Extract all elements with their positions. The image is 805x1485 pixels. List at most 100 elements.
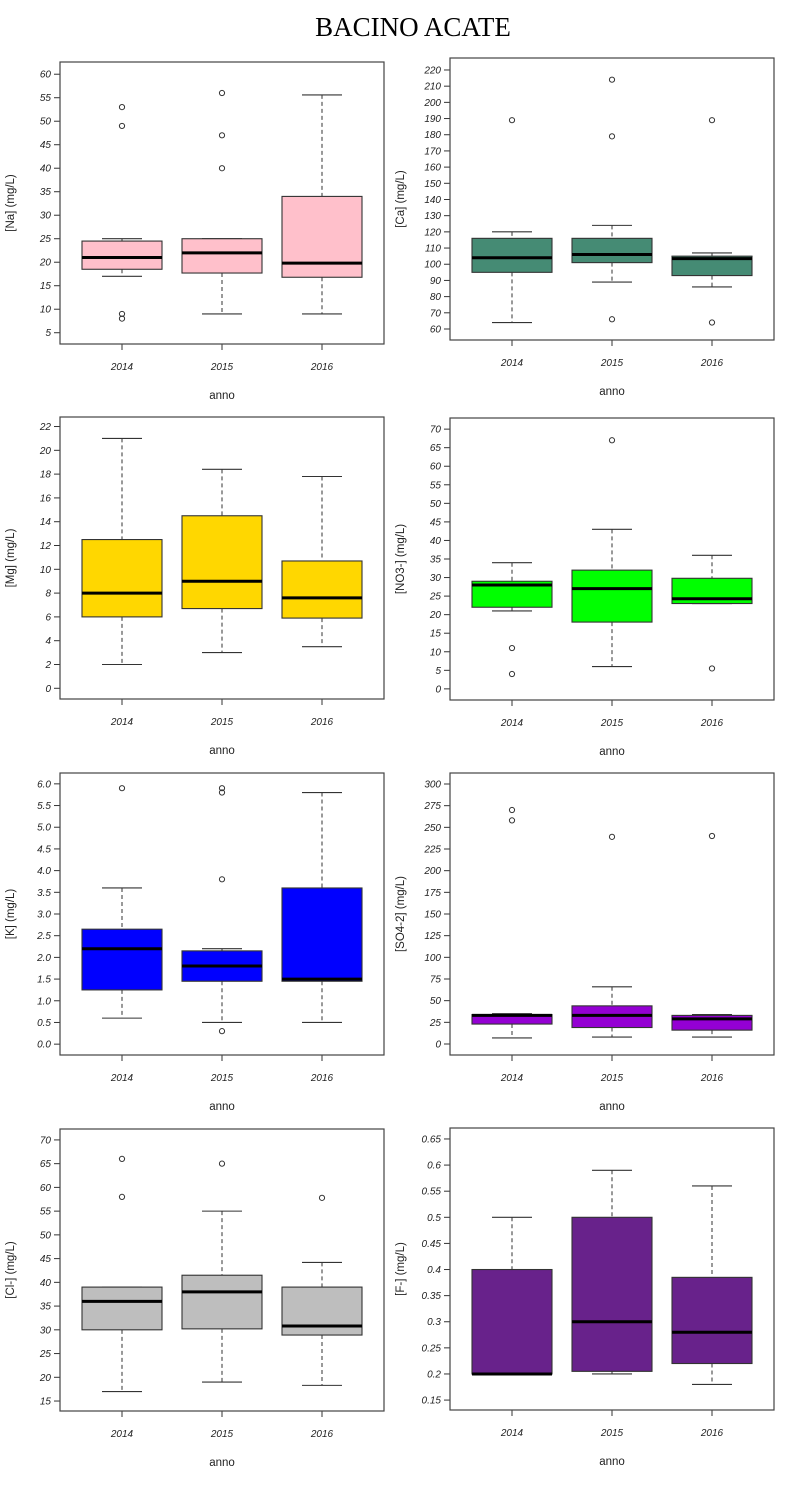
y-tick-label: 65 xyxy=(430,443,442,454)
y-tick-label: 5.0 xyxy=(37,823,51,834)
y-tick-label: 15 xyxy=(430,629,442,640)
x-tick-label: 2015 xyxy=(600,718,624,729)
box-cl-2014 xyxy=(81,1155,163,1393)
x-tick-label: 2015 xyxy=(210,1073,234,1084)
outlier-point xyxy=(218,132,226,139)
x-tick-label: 2014 xyxy=(110,717,134,728)
x-tick-label: 2016 xyxy=(310,1073,334,1084)
y-tick-label: 5 xyxy=(435,666,441,677)
y-tick-label: 70 xyxy=(430,425,442,436)
y-tick-label: 150 xyxy=(424,910,441,921)
x-tick-label: 2015 xyxy=(210,362,234,373)
outlier-point xyxy=(118,104,126,111)
outlier-point xyxy=(218,785,226,792)
y-tick-label: 14 xyxy=(40,517,52,528)
outlier-point xyxy=(118,310,126,318)
x-tick-label: 2015 xyxy=(210,717,234,728)
x-axis-title: anno xyxy=(599,1101,625,1113)
y-tick-label: 300 xyxy=(424,780,441,791)
x-tick-label: 2014 xyxy=(500,1428,524,1439)
y-tick-label: 3.5 xyxy=(37,888,51,899)
x-axis-title: anno xyxy=(209,1457,235,1469)
y-tick-label: 20 xyxy=(39,258,52,269)
box-iqr xyxy=(571,569,653,623)
outlier-point xyxy=(508,644,516,652)
y-tick-label: 60 xyxy=(430,462,442,473)
y-tick-label: 25 xyxy=(429,592,442,603)
y-tick-label: 170 xyxy=(424,146,441,157)
box-iqr xyxy=(281,195,363,278)
x-axis-title: anno xyxy=(599,1456,625,1468)
plot-frame xyxy=(59,772,385,1056)
y-tick-label: 1.0 xyxy=(37,996,51,1007)
y-axis-title: [F-] (mg/L) xyxy=(395,1242,407,1296)
y-tick-label: 25 xyxy=(39,234,52,245)
y-tick-label: 45 xyxy=(40,1254,52,1265)
y-tick-label: 50 xyxy=(40,117,52,128)
y-tick-label: 10 xyxy=(40,305,52,316)
y-tick-label: 65 xyxy=(40,1159,52,1170)
outlier-point xyxy=(218,1160,226,1167)
outlier-point xyxy=(218,789,226,796)
outlier-point xyxy=(608,133,616,140)
y-tick-label: 50 xyxy=(430,996,442,1007)
y-tick-label: 6 xyxy=(45,612,51,623)
y-tick-label: 22 xyxy=(39,422,52,433)
x-tick-label: 2014 xyxy=(500,1073,524,1084)
box-na-2014 xyxy=(81,104,163,322)
y-tick-label: 80 xyxy=(430,292,442,303)
box-f-2014 xyxy=(471,1216,553,1376)
y-tick-label: 60 xyxy=(430,324,442,335)
y-tick-label: 0.3 xyxy=(427,1317,441,1328)
box-iqr xyxy=(281,560,363,619)
y-tick-label: 6.0 xyxy=(37,779,51,790)
y-tick-label: 16 xyxy=(40,493,52,504)
y-tick-label: 55 xyxy=(40,1207,52,1218)
x-tick-label: 2014 xyxy=(110,1429,134,1440)
box-na-2016 xyxy=(281,94,363,315)
box-k-2016 xyxy=(281,791,363,1024)
x-tick-label: 2014 xyxy=(110,362,134,373)
box-so4-2016 xyxy=(671,832,753,1038)
outlier-point xyxy=(218,89,226,97)
y-tick-label: 180 xyxy=(424,130,441,141)
y-tick-label: 100 xyxy=(424,260,441,271)
y-tick-label: 275 xyxy=(423,801,441,812)
y-tick-label: 10 xyxy=(430,647,442,658)
x-tick-label: 2014 xyxy=(500,718,524,729)
y-tick-label: 8 xyxy=(45,589,51,600)
y-tick-label: 25 xyxy=(429,1018,442,1029)
outlier-point xyxy=(508,806,516,814)
panel-ca: 2014 2015 2016 60 70 80 90 100 110 120 130 140 150 16… xyxy=(395,57,775,398)
plot-frame xyxy=(449,1127,775,1411)
y-tick-label: 225 xyxy=(423,845,441,856)
y-tick-label: 4.0 xyxy=(37,866,51,877)
y-tick-label: 0.6 xyxy=(427,1161,441,1172)
outlier-point xyxy=(118,122,126,130)
y-tick-label: 200 xyxy=(423,98,441,109)
y-tick-label: 40 xyxy=(40,1278,52,1289)
plot-frame xyxy=(449,417,775,701)
x-tick-label: 2016 xyxy=(700,718,724,729)
box-iqr xyxy=(671,255,753,277)
box-iqr xyxy=(471,237,553,273)
y-tick-label: 130 xyxy=(424,211,441,222)
box-ca-2015 xyxy=(571,76,653,323)
outlier-point xyxy=(218,165,226,172)
box-iqr xyxy=(181,515,263,610)
x-tick-label: 2016 xyxy=(700,1073,724,1084)
y-axis-title: [Ca] (mg/L) xyxy=(395,170,407,228)
y-tick-label: 100 xyxy=(424,953,441,964)
y-tick-label: 250 xyxy=(423,823,441,834)
y-tick-label: 120 xyxy=(424,227,441,238)
y-tick-label: 0.2 xyxy=(427,1369,441,1380)
y-tick-label: 60 xyxy=(40,70,52,81)
box-so4-2015 xyxy=(571,833,653,1038)
y-axis-title: [K] (mg/L) xyxy=(5,889,17,940)
y-tick-label: 55 xyxy=(40,93,52,104)
y-tick-label: 15 xyxy=(40,281,52,292)
panel-na: 2014 2015 2016 5 10 15 20 25 30 35 40 45 50 55 60 anno [… xyxy=(5,61,385,402)
outlier-point xyxy=(608,316,616,323)
outlier-point xyxy=(608,76,616,83)
